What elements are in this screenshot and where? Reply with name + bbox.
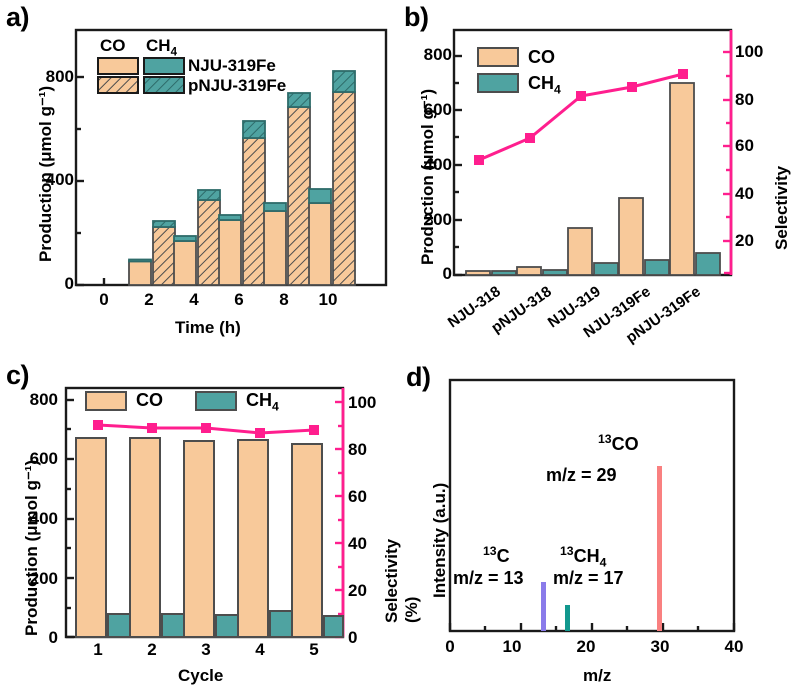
panel-c-label: c) (6, 360, 30, 390)
panel-a-legend-label-njufe: NJU-319Fe (188, 56, 276, 75)
panel-c-xtick-3: 3 (201, 640, 211, 659)
panel-c-y2tick-60: 60 (348, 487, 367, 506)
panel-a-xtick-0: 0 (99, 290, 109, 309)
formula: CO (611, 434, 639, 454)
panel-b-label: b) (404, 2, 429, 32)
panel-b-ytick-800: 800 (423, 45, 452, 64)
panel-a-legend (97, 57, 185, 94)
formula: CH (573, 546, 600, 566)
panel-c-ytick-0: 0 (48, 628, 58, 647)
formula: C (496, 546, 510, 566)
panel-b-ytick-0: 0 (442, 264, 452, 283)
panel-d-plot-frame (448, 378, 736, 633)
bar-group-t10 (308, 70, 356, 286)
panel-b-y2tick-100: 100 (735, 42, 764, 61)
panel-c-legend-label-ch4: CH4 (246, 390, 279, 414)
panel-c-xtick-4: 4 (255, 640, 265, 659)
peak-13c (541, 582, 546, 631)
panel-b-y2tick-80: 80 (735, 90, 754, 109)
bar-group-t2 (128, 220, 176, 286)
panel-d-peaks (541, 466, 662, 631)
panel-a-ytick-0: 0 (64, 274, 74, 293)
panel-c-xtick-1: 1 (93, 640, 103, 659)
iso-13: 13 (598, 432, 612, 446)
ch4-text: CH (146, 36, 171, 55)
panel-d-label: d) (406, 362, 431, 392)
panel-d-xtick-0: 0 (445, 637, 455, 656)
panel-c-xlabel: Cycle (178, 666, 224, 685)
ch4-text: CH (528, 73, 554, 93)
panel-b-selectivity-markers (474, 69, 688, 165)
peak-13co (657, 466, 662, 631)
panel-a-xtick-4: 4 (189, 290, 199, 309)
panel-c-ytick-400: 400 (29, 509, 58, 528)
panel-a-xtick-10: 10 (318, 290, 338, 309)
panel-b-ytick-400: 400 (423, 155, 452, 174)
panel-c-legend (85, 391, 237, 411)
panel-b-legend (477, 47, 519, 93)
panel-b-ytick-200: 200 (423, 210, 452, 229)
panel-c-bars (75, 437, 344, 638)
panel-d-annot-13c: 13C (483, 544, 510, 567)
panel-d-annot-13ch4-mz: m/z = 17 (553, 568, 624, 588)
bar-group-t4 (173, 189, 221, 286)
panel-b-y2tick-60: 60 (735, 136, 754, 155)
panel-d-annot-13co: 13CO (598, 432, 639, 455)
panel-b: b) Production (μmol g⁻¹) Selectivity (%)… (398, 0, 793, 348)
panel-a-ytick-800: 800 (45, 67, 74, 86)
panel-c-ytick-800: 800 (29, 390, 58, 409)
panel-c-y2tick-0: 0 (348, 628, 358, 647)
panel-d-xtick-10: 10 (502, 637, 522, 656)
panel-a: a) Production (μmol g⁻¹) Time (h) 0 400 … (0, 0, 400, 348)
panel-d: d) Intensity (a.u.) m/z 0 10 20 30 40 13… (398, 348, 793, 695)
panel-d-xlabel: m/z (583, 666, 612, 685)
panel-c-xtick-5: 5 (309, 640, 319, 659)
panel-a-label: a) (6, 2, 30, 32)
panel-d-xtick-20: 20 (576, 637, 596, 656)
panel-c-y2tick-40: 40 (348, 534, 367, 553)
panel-b-y2tick-20: 20 (735, 231, 754, 250)
panel-c-legend-label-co: CO (136, 390, 163, 410)
panel-a-legend-header-co: CO (100, 36, 126, 55)
panel-c-y2tick-80: 80 (348, 440, 367, 459)
bar-group-t6 (218, 120, 266, 286)
formula-sub: 4 (599, 555, 607, 570)
ch4-sub: 4 (554, 82, 561, 97)
panel-a-xlabel: Time (h) (175, 318, 241, 337)
panel-c-y2tick-20: 20 (348, 581, 367, 600)
panel-a-legend-header-ch4: CH4 (146, 36, 177, 58)
iso-13: 13 (483, 544, 497, 558)
panel-a-xtick-6: 6 (234, 290, 244, 309)
panel-d-xtick-30: 30 (650, 637, 670, 656)
panel-a-xtick-2: 2 (144, 290, 154, 309)
panel-c-xtick-2: 2 (147, 640, 157, 659)
panel-a-xtick-8: 8 (279, 290, 289, 309)
panel-d-annot-13ch4: 13CH4 (560, 544, 606, 570)
panel-a-legend-label-pnjufe: pNJU-319Fe (188, 76, 287, 95)
ch4-sub: 4 (170, 46, 177, 59)
panel-b-bars (465, 82, 721, 276)
ch4-sub: 4 (272, 399, 279, 414)
panel-b-y2tick-40: 40 (735, 184, 754, 203)
iso-13: 13 (560, 544, 574, 558)
panel-d-xtick-40: 40 (724, 637, 744, 656)
panel-c: c) Production (μmol g⁻¹) Selectivity (%)… (0, 348, 421, 695)
ch4-text: CH (246, 390, 272, 410)
panel-a-ytick-400: 400 (45, 170, 74, 189)
panel-c-selectivity-markers (93, 420, 319, 438)
panel-c-ytick-200: 200 (29, 569, 58, 588)
bar-group-t8 (263, 92, 311, 286)
panel-d-annot-13c-mz: m/z = 13 (453, 568, 524, 588)
panel-c-y2tick-100: 100 (348, 393, 377, 412)
panel-b-ytick-600: 600 (423, 100, 452, 119)
peak-13ch4 (565, 605, 570, 631)
panel-b-legend-label-ch4: CH4 (528, 73, 561, 97)
panel-c-ytick-600: 600 (29, 449, 58, 468)
panel-d-annot-13co-mz: m/z = 29 (546, 465, 617, 485)
panel-b-legend-label-co: CO (528, 47, 555, 67)
